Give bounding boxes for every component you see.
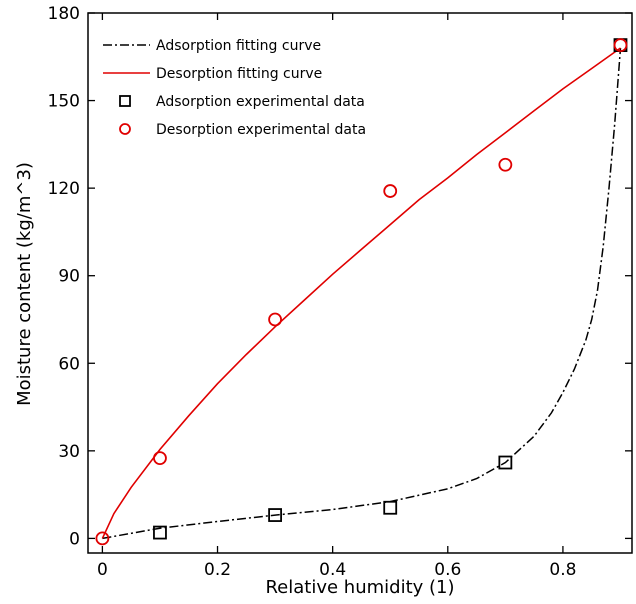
experimental-points (95, 38, 628, 546)
legend-desorption-curve: Desorption fitting curve (103, 66, 322, 82)
axis-ticks: 0 0.2 0.4 0.6 0.8 0 30 60 90 120 150 180 (48, 4, 632, 580)
desorption-fitting-curve (101, 47, 621, 539)
desorption-data-point (95, 531, 110, 546)
y-tick-label: 180 (48, 4, 80, 24)
x-axis-title: Relative humidity (1) (265, 577, 454, 598)
adsorption-data-point (268, 508, 282, 522)
x-tick-label: 0.8 (549, 560, 576, 580)
y-axis-title: Moisture content (kg/m^3) (14, 162, 35, 406)
legend-label: Adsorption fitting curve (156, 38, 321, 54)
legend-label: Desorption fitting curve (156, 66, 322, 82)
legend-label: Desorption experimental data (156, 122, 366, 138)
plot-frame (87, 12, 633, 554)
desorption-data-point (613, 38, 628, 53)
legend-circle-swatch (119, 123, 131, 135)
x-tick-label: 0.6 (434, 560, 461, 580)
legend-adsorption-curve: Adsorption fitting curve (103, 38, 321, 54)
x-tick-label: 0.2 (204, 560, 231, 580)
legend-adsorption-data: Adsorption experimental data (119, 94, 365, 110)
adsorption-data-point (383, 500, 398, 515)
y-tick-label: 30 (58, 442, 80, 462)
y-tick-label: 0 (69, 529, 80, 549)
desorption-data-point (498, 157, 513, 172)
legend-label: Adsorption experimental data (156, 94, 365, 110)
y-tick-label: 120 (48, 179, 80, 199)
adsorption-data-point (498, 455, 513, 470)
desorption-data-point (268, 312, 282, 327)
desorption-data-point (383, 184, 398, 198)
x-tick-label: 0 (97, 560, 108, 580)
adsorption-data-point (153, 525, 167, 540)
adsorption-fitting-curve (102, 47, 622, 540)
desorption-data-point (153, 451, 167, 466)
y-tick-label: 150 (48, 92, 80, 112)
legend-square-swatch (119, 95, 131, 107)
y-tick-label: 60 (58, 354, 80, 374)
x-tick-label: 0.4 (319, 560, 346, 580)
fitting-curves (101, 47, 622, 540)
y-tick-label: 90 (58, 267, 80, 287)
legend-desorption-data: Desorption experimental data (119, 122, 366, 138)
legend: Adsorption fitting curve Desorption fitti… (103, 38, 366, 138)
